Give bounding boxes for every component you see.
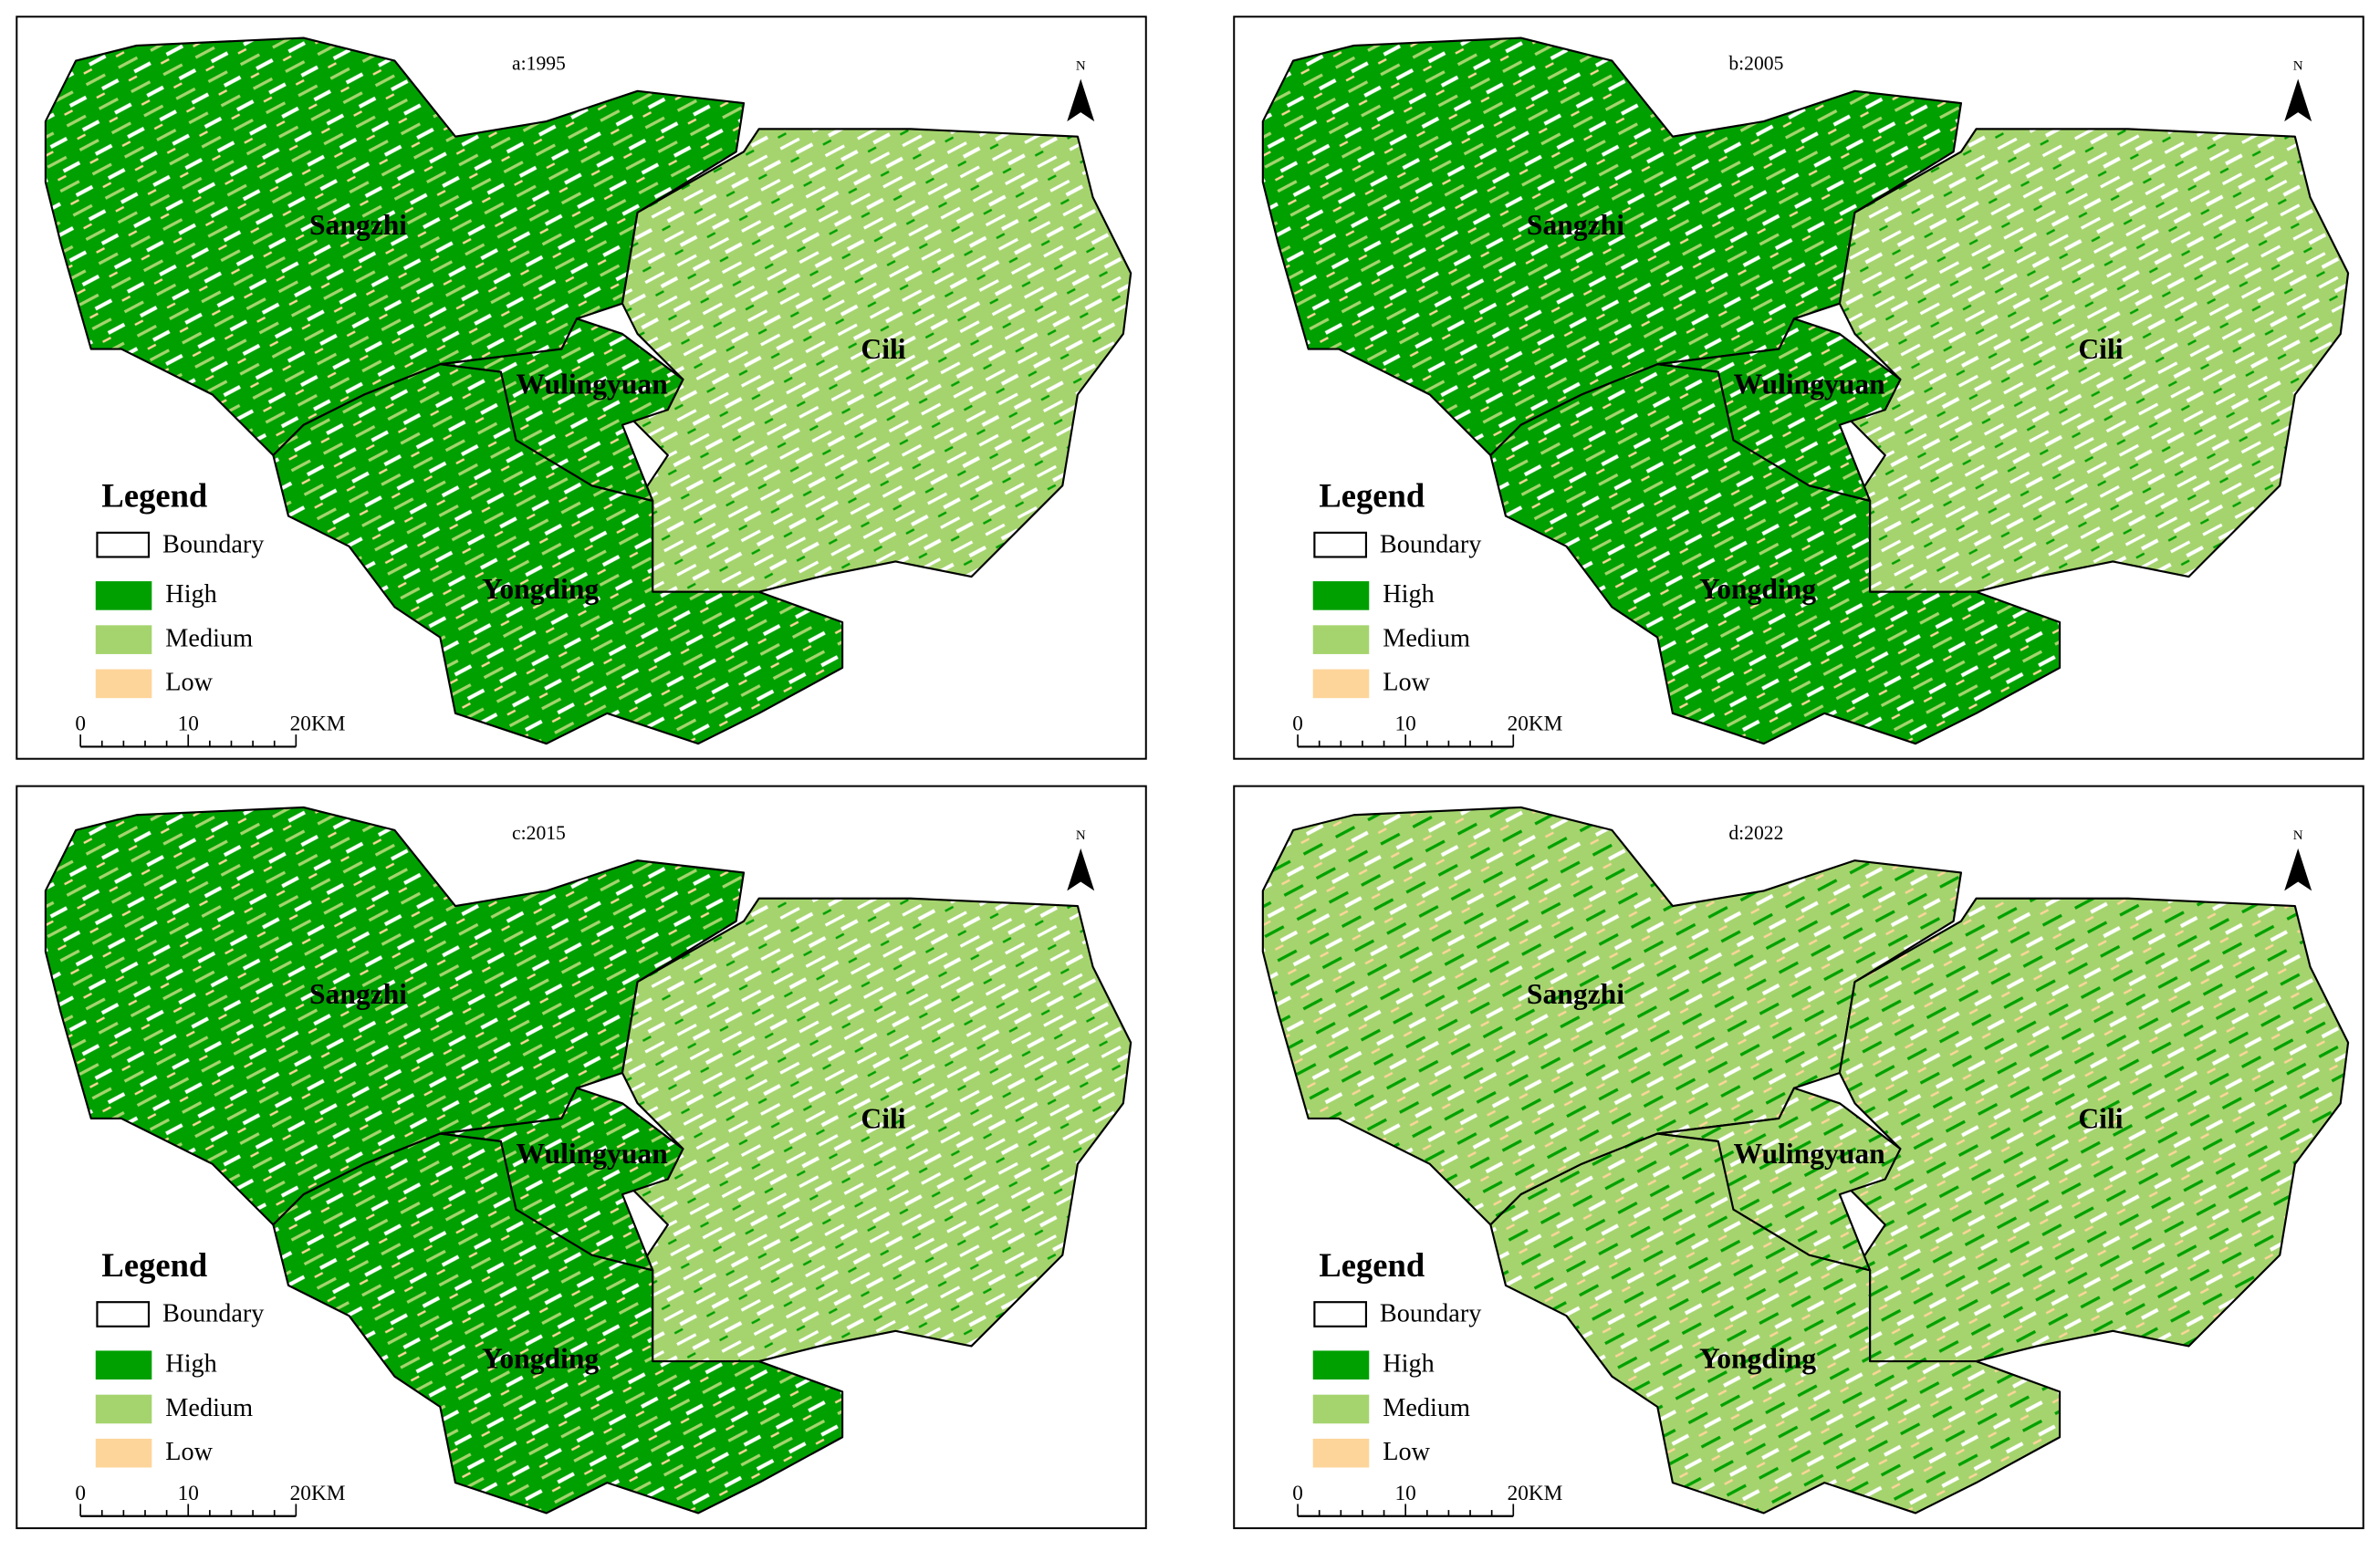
- region-area: [439, 1087, 684, 1272]
- legend-label: High: [165, 1350, 217, 1379]
- region-area: [1656, 1087, 1902, 1272]
- north-label: N: [1076, 828, 1086, 843]
- legend-label: Low: [1383, 669, 1430, 697]
- map-panel: b:2005 N Sangzhi Wulingyuan Cili Yongding Lege…: [1233, 16, 2364, 760]
- scale-label: 0: [1292, 1482, 1303, 1505]
- north-arrow: [2284, 848, 2312, 891]
- north-label: N: [2293, 59, 2303, 74]
- scale-label: 10: [178, 712, 199, 735]
- legend-label: Medium: [165, 1394, 253, 1422]
- north-label: N: [2293, 828, 2303, 843]
- scale-label: 20KM: [290, 1482, 346, 1505]
- map-panel: a:1995 N Sangzhi Wulingyuan Cili Yongding Lege…: [16, 16, 1147, 760]
- legend-label: Low: [1383, 1438, 1430, 1466]
- legend-swatch: [1312, 1438, 1370, 1468]
- north-arrow: [2284, 78, 2312, 122]
- region-label: Wulingyuan: [1733, 1138, 1885, 1170]
- scale-label: 0: [75, 1482, 86, 1505]
- legend-label: High: [165, 580, 217, 609]
- region-label: Sangzhi: [1527, 209, 1624, 241]
- legend-label: Boundary: [1380, 1300, 1482, 1328]
- region-area: [1656, 317, 1902, 503]
- legend-swatch: [95, 581, 152, 610]
- north-arrow: [1067, 78, 1095, 122]
- legend-title: Legend: [101, 477, 207, 515]
- scale-label: 20KM: [1508, 1482, 1563, 1505]
- panel-title: d:2022: [1728, 822, 1783, 844]
- legend-swatch: [95, 669, 152, 699]
- scale-label: 10: [1395, 712, 1416, 735]
- region-label: Cili: [861, 333, 905, 365]
- legend-swatch: [95, 1394, 152, 1424]
- scale-label: 10: [1395, 1482, 1416, 1505]
- scale-label: 20KM: [290, 712, 346, 735]
- legend-boundary-swatch: [96, 1301, 151, 1327]
- legend-label: Boundary: [162, 1300, 265, 1328]
- map-panel: c:2015 N Sangzhi Wulingyuan Cili Yongding Lege…: [16, 785, 1147, 1530]
- legend-boundary-swatch: [1313, 531, 1368, 558]
- legend-label: Boundary: [1380, 530, 1482, 558]
- scale-label: 20KM: [1508, 712, 1563, 735]
- legend-title: Legend: [1319, 477, 1425, 515]
- region-label: Yongding: [482, 573, 599, 605]
- legend-label: High: [1383, 580, 1435, 609]
- region-label: Cili: [861, 1103, 905, 1135]
- map-panel: d:2022 N Sangzhi Wulingyuan Cili Yongding Lege…: [1233, 785, 2364, 1530]
- region-label: Yongding: [1699, 1342, 1816, 1374]
- region-label: Cili: [2078, 333, 2123, 365]
- legend-swatch: [1312, 581, 1370, 610]
- panel-title: a:1995: [512, 52, 566, 74]
- legend-label: Boundary: [162, 530, 265, 558]
- legend-swatch: [1312, 669, 1370, 699]
- legend-swatch: [95, 1350, 152, 1380]
- legend-title: Legend: [1319, 1246, 1425, 1284]
- panel-title: c:2015: [512, 822, 566, 844]
- region-label: Yongding: [482, 1342, 599, 1374]
- scale-label: 0: [75, 712, 86, 735]
- legend-swatch: [95, 1438, 152, 1468]
- scale-label: 10: [178, 1482, 199, 1505]
- legend-swatch: [95, 625, 152, 654]
- legend-swatch: [1312, 625, 1370, 654]
- region-area: [439, 317, 684, 503]
- legend-label: Medium: [1383, 1394, 1470, 1422]
- region-label: Sangzhi: [1527, 978, 1624, 1010]
- region-label: Wulingyuan: [1733, 368, 1885, 400]
- region-label: Sangzhi: [309, 978, 407, 1010]
- region-label: Yongding: [1699, 573, 1816, 605]
- north-arrow: [1067, 848, 1095, 891]
- north-label: N: [1076, 59, 1086, 74]
- legend-label: Low: [165, 1438, 213, 1466]
- legend-title: Legend: [101, 1246, 207, 1284]
- legend-label: High: [1383, 1350, 1435, 1379]
- legend-swatch: [1312, 1350, 1370, 1380]
- scale-label: 0: [1292, 712, 1303, 735]
- panel-title: b:2005: [1728, 52, 1783, 74]
- legend-boundary-swatch: [96, 531, 151, 558]
- legend-label: Medium: [165, 624, 253, 652]
- region-label: Wulingyuan: [517, 368, 669, 400]
- region-label: Wulingyuan: [517, 1138, 669, 1170]
- legend-swatch: [1312, 1394, 1370, 1424]
- region-label: Cili: [2078, 1103, 2123, 1135]
- legend-label: Medium: [1383, 624, 1470, 652]
- region-label: Sangzhi: [309, 209, 407, 241]
- legend-label: Low: [165, 669, 213, 697]
- legend-boundary-swatch: [1313, 1301, 1368, 1327]
